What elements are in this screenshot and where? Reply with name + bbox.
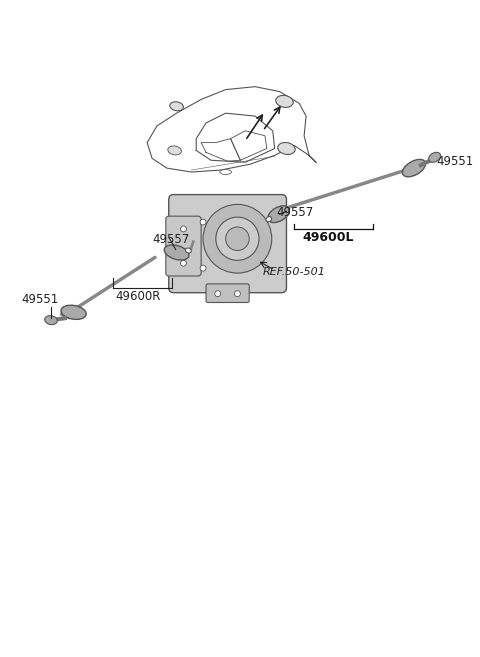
Circle shape bbox=[215, 291, 221, 296]
Ellipse shape bbox=[220, 170, 231, 175]
Ellipse shape bbox=[61, 306, 86, 319]
Ellipse shape bbox=[276, 95, 293, 107]
Ellipse shape bbox=[168, 146, 181, 155]
Circle shape bbox=[180, 226, 186, 232]
Text: 49557: 49557 bbox=[276, 206, 314, 219]
Ellipse shape bbox=[278, 143, 295, 154]
FancyBboxPatch shape bbox=[169, 194, 287, 292]
Circle shape bbox=[200, 219, 206, 225]
Circle shape bbox=[226, 227, 249, 250]
Ellipse shape bbox=[185, 248, 191, 253]
Ellipse shape bbox=[266, 217, 272, 221]
Text: 49600L: 49600L bbox=[302, 231, 354, 244]
Text: 49551: 49551 bbox=[437, 155, 474, 168]
Ellipse shape bbox=[170, 102, 183, 111]
FancyBboxPatch shape bbox=[166, 216, 201, 276]
Circle shape bbox=[234, 291, 240, 296]
Text: 49557: 49557 bbox=[152, 233, 189, 246]
Text: REF.50-501: REF.50-501 bbox=[263, 267, 326, 277]
Circle shape bbox=[203, 204, 272, 273]
Ellipse shape bbox=[45, 315, 57, 325]
Circle shape bbox=[216, 217, 259, 260]
Ellipse shape bbox=[268, 206, 289, 223]
Text: 49600R: 49600R bbox=[116, 290, 161, 303]
FancyBboxPatch shape bbox=[206, 284, 249, 302]
Ellipse shape bbox=[429, 152, 441, 162]
Text: 49551: 49551 bbox=[22, 292, 59, 306]
Circle shape bbox=[180, 260, 186, 266]
Ellipse shape bbox=[164, 245, 189, 260]
Circle shape bbox=[200, 265, 206, 271]
Ellipse shape bbox=[402, 160, 426, 177]
